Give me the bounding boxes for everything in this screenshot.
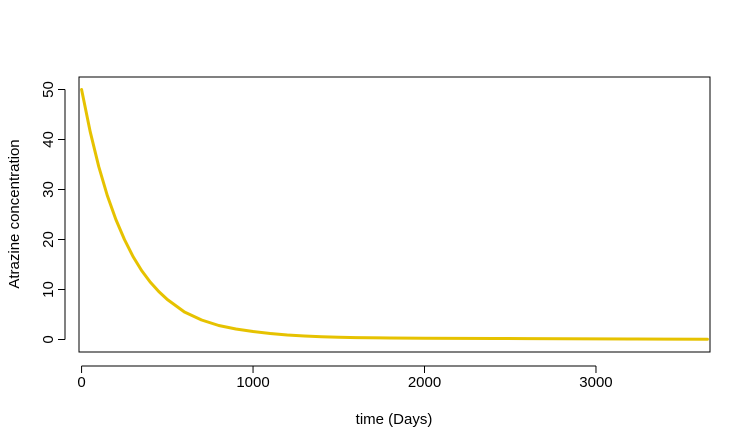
y-tick-label: 40 — [40, 131, 57, 148]
series-layer — [80, 88, 709, 341]
x-tick-label: 2000 — [408, 374, 441, 391]
x-tick-label: 3000 — [579, 374, 612, 391]
y-tick-label: 50 — [40, 81, 57, 98]
x-axis: 0 1000 2000 3000 — [77, 365, 613, 391]
y-tick-label: 20 — [40, 231, 57, 248]
y-axis-title: Atrazine concentration — [6, 139, 23, 288]
x-axis-title: time (Days) — [356, 411, 433, 428]
x-tick-label: 0 — [77, 374, 85, 391]
y-tick-label: 0 — [40, 335, 57, 343]
x-tick-label: 1000 — [236, 374, 269, 391]
y-axis: 0 10 20 30 40 50 — [40, 81, 66, 344]
series-line — [80, 88, 709, 341]
plot-frame — [78, 76, 711, 353]
y-tick-label: 10 — [40, 281, 57, 298]
y-tick-label: 30 — [40, 181, 57, 198]
